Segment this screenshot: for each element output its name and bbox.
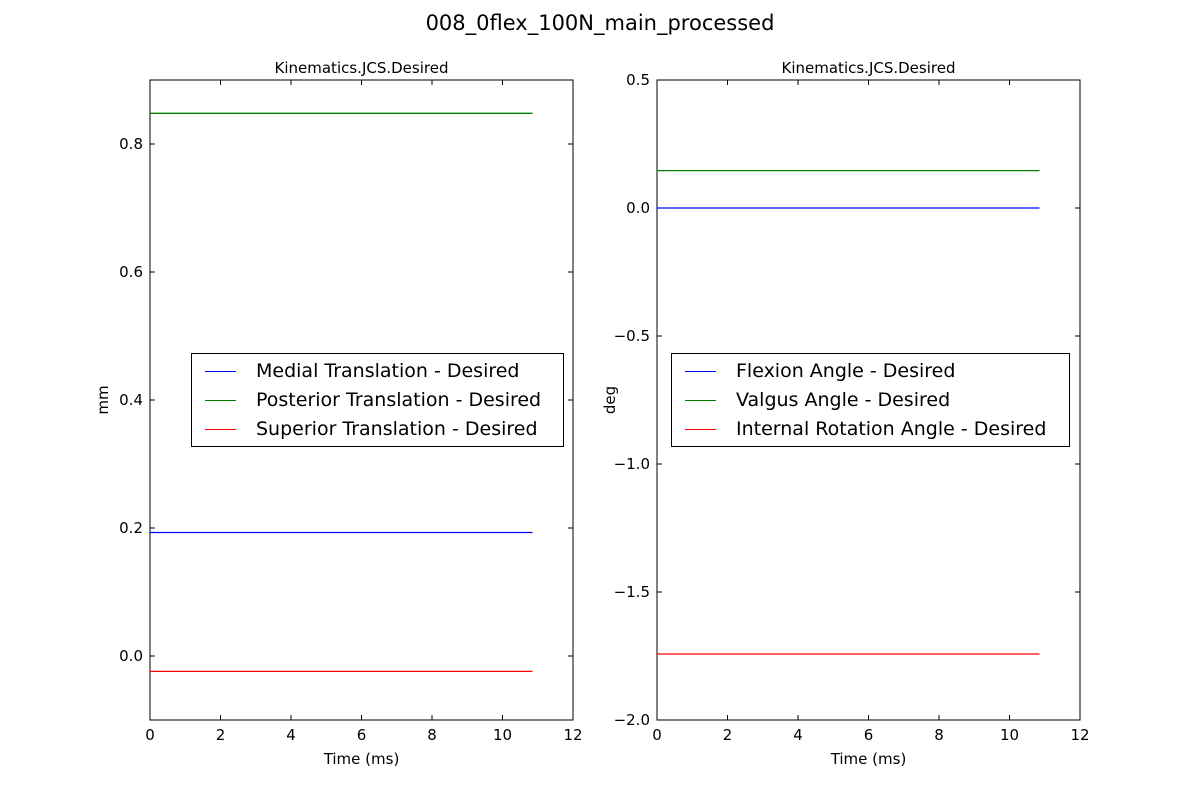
x-tick-label: 2 <box>723 726 733 744</box>
x-tick-label: 4 <box>793 726 803 744</box>
legend-right: Flexion Angle - Desired Valgus Angle - D… <box>671 353 1070 447</box>
legend-label: Internal Rotation Angle - Desired <box>736 418 1047 440</box>
y-tick-label: 0.8 <box>119 135 143 153</box>
subplot-title: Kinematics.JCS.Desired <box>275 59 449 77</box>
y-tick-label: 0.0 <box>119 647 143 665</box>
y-tick-label: 0.5 <box>626 71 650 89</box>
legend-label: Medial Translation - Desired <box>256 360 520 382</box>
legend-swatch-blue <box>205 371 236 372</box>
y-tick-label: 0.6 <box>119 263 143 281</box>
subplot-title: Kinematics.JCS.Desired <box>782 59 956 77</box>
legend-swatch-green <box>685 400 716 401</box>
x-axis-label: Time (ms) <box>323 750 400 768</box>
x-tick-label: 6 <box>357 726 367 744</box>
legend-left: Medial Translation - Desired Posterior T… <box>191 353 564 447</box>
x-tick-label: 6 <box>864 726 874 744</box>
legend-entry-flexion-angle: Flexion Angle - Desired <box>672 357 1069 386</box>
x-tick-label: 10 <box>493 726 512 744</box>
x-tick-label: 8 <box>427 726 437 744</box>
x-tick-label: 8 <box>934 726 944 744</box>
y-tick-label: 0.0 <box>626 199 650 217</box>
legend-swatch-green <box>205 400 236 401</box>
legend-entry-posterior-translation: Posterior Translation - Desired <box>192 386 563 415</box>
y-tick-label: 0.4 <box>119 391 143 409</box>
legend-entry-medial-translation: Medial Translation - Desired <box>192 357 563 386</box>
legend-entry-superior-translation: Superior Translation - Desired <box>192 415 563 444</box>
legend-entry-internal-rotation-angle: Internal Rotation Angle - Desired <box>672 415 1069 444</box>
y-tick-label: −1.5 <box>614 583 650 601</box>
legend-label: Valgus Angle - Desired <box>736 389 951 411</box>
y-tick-label: 0.2 <box>119 519 143 537</box>
x-tick-label: 0 <box>652 726 662 744</box>
legend-swatch-red <box>685 429 716 430</box>
y-axis-label: deg <box>601 386 619 414</box>
legend-entry-valgus-angle: Valgus Angle - Desired <box>672 386 1069 415</box>
legend-label: Superior Translation - Desired <box>256 418 538 440</box>
x-tick-label: 12 <box>563 726 582 744</box>
x-tick-label: 12 <box>1070 726 1089 744</box>
figure-title: 008_0flex_100N_main_processed <box>425 11 775 35</box>
x-tick-label: 10 <box>1000 726 1019 744</box>
legend-label: Flexion Angle - Desired <box>736 360 956 382</box>
x-tick-label: 4 <box>286 726 296 744</box>
y-axis-label: mm <box>94 385 112 414</box>
legend-swatch-red <box>205 429 236 430</box>
legend-swatch-blue <box>685 371 716 372</box>
y-tick-label: −2.0 <box>614 711 650 729</box>
x-axis-label: Time (ms) <box>830 750 907 768</box>
x-tick-label: 2 <box>216 726 226 744</box>
y-tick-label: −1.0 <box>614 455 650 473</box>
y-tick-label: −0.5 <box>614 327 650 345</box>
x-tick-label: 0 <box>145 726 155 744</box>
legend-label: Posterior Translation - Desired <box>256 389 542 411</box>
